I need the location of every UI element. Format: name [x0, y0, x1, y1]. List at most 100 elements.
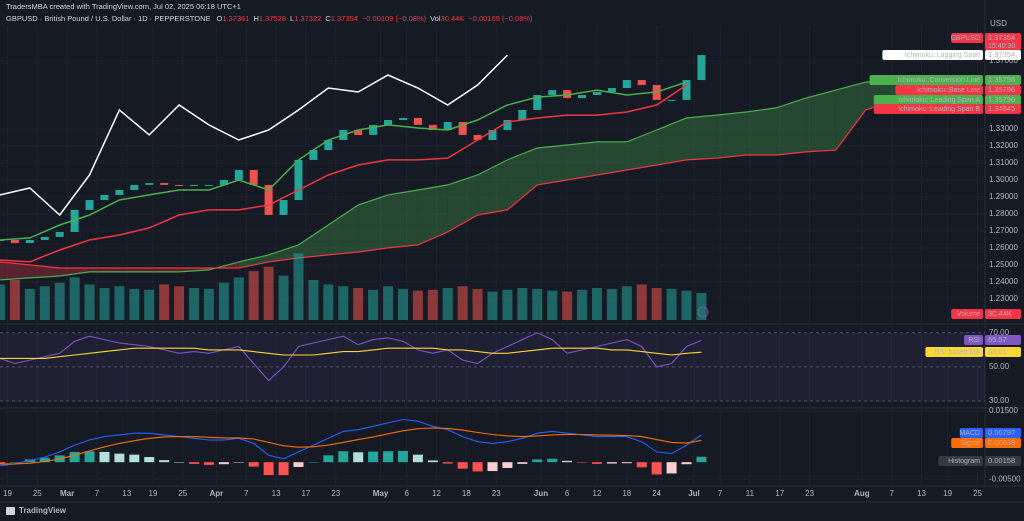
- histogram-bar: [144, 457, 155, 463]
- volume-bar: [457, 286, 468, 320]
- candle-body: [503, 119, 512, 131]
- cloud-fill: [835, 82, 866, 151]
- volume-bar: [233, 277, 244, 320]
- leading-span-a: [0, 79, 896, 281]
- histogram-bar: [532, 459, 543, 463]
- candle-body: [428, 124, 437, 131]
- cloud-fill: [358, 194, 388, 252]
- volume-bar: [144, 289, 155, 320]
- y-tick-label: 1.37000: [989, 56, 1018, 65]
- tag-name: Signal: [961, 440, 981, 447]
- currency: USD: [990, 19, 1007, 28]
- x-tick-label: 11: [746, 489, 755, 498]
- candle-body: [190, 184, 199, 186]
- x-tick-label: 25: [33, 489, 42, 498]
- tag-value-box: [985, 456, 1021, 466]
- candle-body: [70, 209, 79, 232]
- volume-bar: [203, 288, 214, 320]
- volume-bar: [472, 288, 483, 320]
- ohlc-label: H: [253, 14, 258, 23]
- histogram-bar: [397, 450, 408, 463]
- x-tick-label: 17: [301, 489, 310, 498]
- histogram-bar: [412, 454, 423, 463]
- x-tick-label: 6: [565, 489, 570, 498]
- ohlc-label: C: [325, 14, 331, 23]
- tag-name-box: [873, 95, 983, 105]
- volume-bar: [532, 288, 543, 320]
- candle-body: [533, 95, 542, 110]
- x-tick-label: 17: [775, 489, 784, 498]
- cloud-fill: [656, 118, 687, 165]
- x-tick-label: 23: [805, 489, 814, 498]
- volume-bar: [427, 289, 438, 320]
- volume-bar: [397, 288, 408, 320]
- volume-bar: [323, 284, 334, 320]
- volume-bar: [0, 284, 5, 320]
- histogram-bar: [696, 456, 707, 463]
- volume-bar: [248, 271, 259, 320]
- tag-name: Ichimoku::Base Line: [917, 87, 980, 94]
- histogram-bar: [457, 462, 468, 469]
- tag-name: Ichimoku::Lagging Span: [905, 52, 980, 59]
- y-tick-label: 30.00: [989, 396, 1010, 405]
- tag-time: 15:40:30: [988, 43, 1015, 50]
- cloud-fill: [776, 98, 806, 155]
- histogram-bar: [472, 462, 483, 472]
- footer-brand: TradingView: [19, 506, 67, 515]
- histogram-bar: [547, 458, 558, 463]
- candle-body: [548, 90, 557, 96]
- cloud-fill: [328, 205, 359, 255]
- y-tick-label: 1.31000: [989, 158, 1018, 167]
- x-tick-label: 19: [149, 489, 158, 498]
- y-tick-label: 70.00: [989, 328, 1010, 337]
- histogram-bar: [69, 451, 80, 463]
- tag-name-box: [873, 104, 983, 114]
- cloud-fill: [238, 254, 269, 268]
- candle-body: [160, 183, 169, 185]
- histogram-bar: [681, 462, 692, 465]
- candle-body: [324, 140, 333, 151]
- ichimoku-line: [0, 54, 508, 217]
- x-tick-label: 7: [95, 489, 100, 498]
- x-tick-label: 12: [593, 489, 602, 498]
- cloud-fill: [59, 268, 90, 276]
- volume-bar: [651, 288, 662, 320]
- candle-body: [637, 80, 646, 85]
- volume-bar: [666, 288, 677, 320]
- x-tick-label: 13: [917, 489, 926, 498]
- change: −0.00109 (−0.08%): [362, 14, 427, 23]
- cloud-fill: [567, 141, 597, 180]
- cloud-fill: [447, 175, 478, 232]
- ohlc-value: 1.37361: [222, 14, 249, 23]
- candle-body: [563, 90, 572, 99]
- candle-body: [25, 239, 34, 244]
- x-tick-label: 18: [462, 489, 471, 498]
- indicator-line: [0, 427, 702, 465]
- histogram-bar: [233, 462, 244, 463]
- tag-value: 1.34645: [988, 104, 1015, 113]
- ohlc-value: 1.37322: [294, 14, 321, 23]
- candle-body: [115, 190, 124, 195]
- volume-bar: [353, 288, 364, 320]
- volume-bar: [24, 288, 35, 320]
- cloud-fill: [805, 90, 836, 152]
- cloud-fill: [746, 107, 777, 155]
- tag-value-box: [985, 75, 1021, 85]
- x-tick-label: 7: [718, 489, 723, 498]
- volume-bar: [39, 286, 50, 320]
- y-tick-label: 1.33000: [989, 124, 1018, 133]
- tag-value: 0.00158: [988, 456, 1015, 465]
- volume-bar: [412, 290, 423, 320]
- histogram-bar: [368, 451, 379, 463]
- rsi-band: [0, 332, 985, 402]
- volume-bar: [114, 286, 125, 320]
- candle-body: [234, 169, 243, 180]
- cloud-fill: [626, 130, 657, 170]
- tag-name: RSI-based MA: [934, 349, 980, 356]
- candle-body: [622, 80, 631, 89]
- tag-name-box: [938, 456, 983, 466]
- tag-name: RSI: [968, 337, 980, 344]
